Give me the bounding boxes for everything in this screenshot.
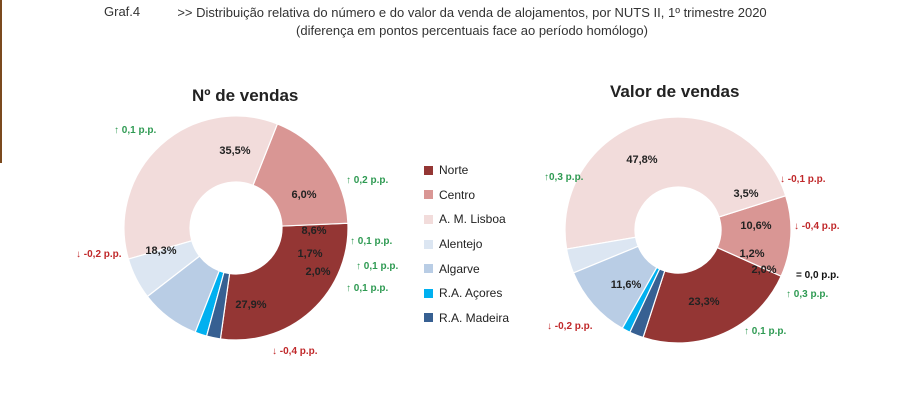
slice-label-algarve-chart1: 8,6% — [301, 225, 326, 237]
legend-swatch-centro — [424, 190, 433, 200]
slice-label-centro-chart2: 11,6% — [611, 279, 642, 291]
slice-label-norte-chart1: 27,9% — [235, 299, 266, 311]
legend-item-alentejo: Alentejo — [424, 232, 509, 257]
delta-alentejo-chart2: ↓ -0,1 p.p. — [780, 174, 826, 185]
legend-swatch-norte — [424, 165, 433, 175]
delta-norte-chart2: ↑ 0,1 p.p. — [744, 326, 787, 337]
slice-label-alentejo-chart1: 6,0% — [291, 189, 316, 201]
slice-centro-chart1 — [252, 123, 349, 227]
slice-label-r-a-madeira-chart1: 2,0% — [305, 266, 330, 278]
slice-label-algarve-chart2: 10,6% — [740, 220, 771, 232]
slice-label-r-a-acores-chart1: 1,7% — [297, 248, 322, 260]
delta-r-a-madeira-chart2: ↑ 0,3 p.p. — [786, 289, 829, 300]
legend-item-r-a-acores: R.A. Açores — [424, 281, 509, 306]
slice-a-m-lisboa-chart2 — [564, 116, 787, 250]
legend-item-norte: Norte — [424, 158, 509, 183]
delta-a-m-lisboa-chart1: ↑ 0,1 p.p. — [114, 125, 157, 136]
chart-title-valor-vendas: Valor de vendas — [610, 82, 740, 101]
legend-item-r-a-madeira: R.A. Madeira — [424, 306, 509, 331]
slice-label-r-a-acores-chart2: 1,2% — [739, 248, 764, 260]
legend-label-r-a-madeira: R.A. Madeira — [439, 310, 510, 325]
delta-r-a-acores-chart1: ↑ 0,1 p.p. — [356, 261, 399, 272]
delta-algarve-chart1: ↑ 0,1 p.p. — [350, 236, 393, 247]
chart-title-nr-vendas: Nº de vendas — [192, 86, 299, 105]
figure-title-line-2: (diferença em pontos percentuais face ao… — [296, 23, 648, 38]
legend-swatch-a-m-lisboa — [424, 214, 433, 224]
legend-item-algarve: Algarve — [424, 256, 509, 281]
slice-r-a-madeira-chart2 — [629, 268, 666, 339]
legend-label-a-m-lisboa: A. M. Lisboa — [439, 212, 506, 227]
legend-label-alentejo: Alentejo — [439, 237, 483, 252]
slice-a-m-lisboa-chart1 — [123, 115, 279, 260]
slice-label-norte-chart2: 23,3% — [688, 296, 719, 308]
slice-label-centro-chart1: 18,3% — [145, 245, 176, 257]
slice-r-a-madeira-chart1 — [205, 271, 231, 340]
slice-label-a-m-lisboa-chart1: 35,5% — [219, 145, 250, 157]
chart-legend: Norte Centro A. M. Lisboa Alentejo Algarve R.… — [424, 158, 509, 330]
figure-title: >> Distribuição relativa do número e do … — [172, 4, 772, 40]
legend-swatch-alentejo — [424, 239, 433, 249]
delta-centro-chart2: ↓ -0,2 p.p. — [547, 321, 593, 332]
slice-norte-chart2 — [642, 246, 782, 344]
legend-label-r-a-acores: R.A. Açores — [439, 286, 503, 301]
legend-label-centro: Centro — [439, 187, 476, 202]
slice-label-r-a-madeira-chart2: 2,0% — [751, 264, 776, 276]
delta-r-a-acores-chart2: = 0,0 p.p. — [796, 270, 840, 281]
slice-label-a-m-lisboa-chart2: 47,8% — [626, 154, 657, 166]
legend-label-norte: Norte — [439, 163, 469, 178]
delta-algarve-chart2: ↓ -0,4 p.p. — [794, 221, 840, 232]
figure-title-line-1: >> Distribuição relativa do número e do … — [177, 5, 767, 20]
legend-swatch-algarve — [424, 264, 433, 274]
legend-label-algarve: Algarve — [439, 261, 480, 276]
delta-centro-chart1: ↓ -0,2 p.p. — [76, 249, 122, 260]
legend-swatch-r-a-madeira — [424, 313, 433, 323]
delta-alentejo-chart1: ↑ 0,2 p.p. — [346, 175, 389, 186]
legend-item-centro: Centro — [424, 183, 509, 208]
slice-norte-chart1 — [219, 222, 349, 341]
legend-item-a-m-lisboa: A. M. Lisboa — [424, 207, 509, 232]
figure-label: Graf.4 — [104, 4, 141, 19]
delta-a-m-lisboa-chart2: ↑0,3 p.p. — [544, 172, 584, 183]
left-margin-rule — [0, 0, 2, 163]
delta-r-a-madeira-chart1: ↑ 0,1 p.p. — [346, 283, 389, 294]
legend-swatch-r-a-acores — [424, 288, 433, 298]
slice-label-alentejo-chart2: 3,5% — [733, 188, 758, 200]
delta-norte-chart1: ↓ -0,4 p.p. — [272, 346, 318, 357]
